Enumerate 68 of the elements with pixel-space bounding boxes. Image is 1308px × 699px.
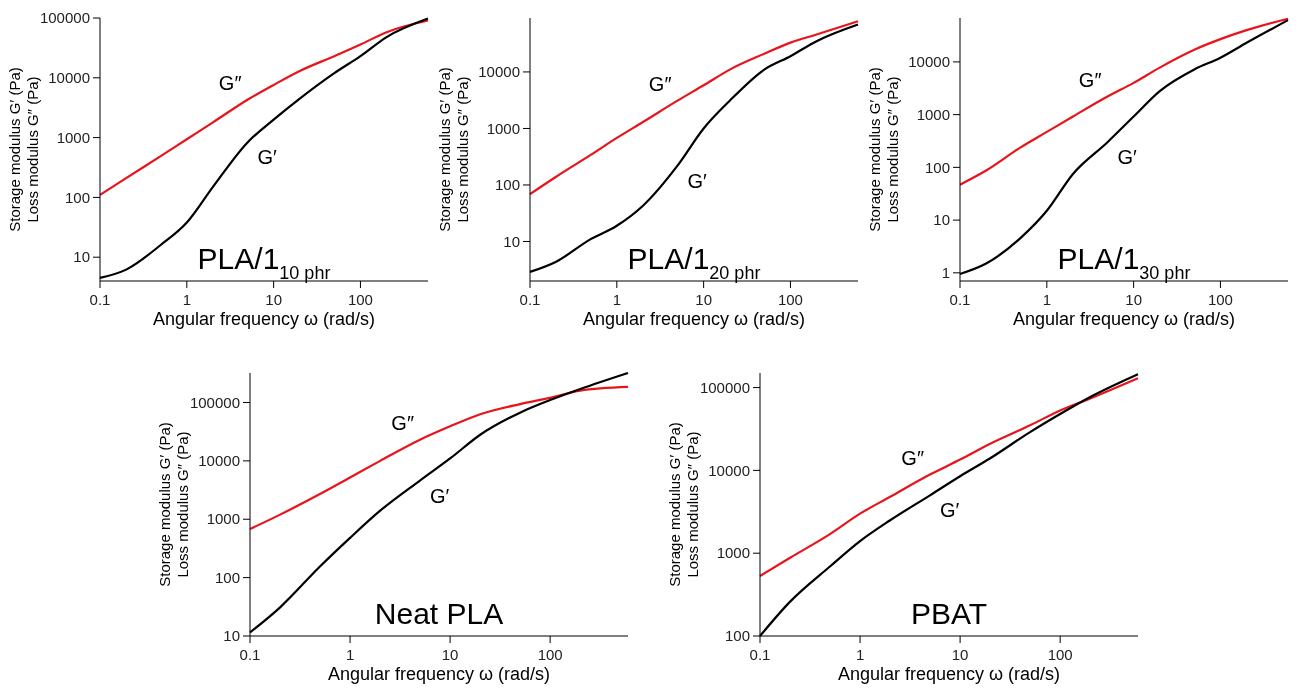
x-tick-label: 0.1 — [89, 291, 111, 308]
text: PBAT — [910, 597, 988, 630]
series-label: G″ — [1078, 68, 1102, 91]
series-label: G″ — [218, 71, 242, 94]
y-tick-label: 100000 — [699, 378, 750, 396]
x-tick-label: 10 — [951, 646, 969, 663]
x-tick-label: 1 — [182, 291, 191, 308]
series-label: G″ — [901, 446, 924, 469]
x-tick-label: 100 — [1047, 646, 1073, 663]
y-axis-title: Storage modulus G′ (Pa) Loss modulus G″ (Pa) — [666, 422, 701, 587]
y-axis-title: Storage modulus G′ (Pa) Loss modulus G″ (Pa) — [6, 67, 41, 232]
y-tick-label: 100000 — [39, 9, 90, 27]
y-tick-label: 10 — [223, 627, 240, 645]
y-tick-label: 100 — [214, 568, 240, 586]
text: Neat PLA — [374, 597, 504, 630]
x-tick-label: 10 — [265, 291, 282, 308]
x-tick-label: 1 — [612, 291, 621, 308]
y-tick-label: 1000 — [486, 119, 520, 137]
y-tick-label: 1 — [941, 264, 950, 282]
y-tick-label: 10000 — [478, 63, 520, 81]
y-tick-label: 100 — [724, 627, 750, 645]
y-tick-label: 10000 — [708, 461, 750, 479]
text: PLA/1$_{20 phr}$ — [627, 242, 761, 283]
x-axis-title: Angular frequency ω (rad/s) — [327, 664, 551, 684]
series-label: G′ — [257, 146, 278, 169]
y-tick-label: 10 — [503, 232, 520, 250]
y-tick-label: 1000 — [916, 105, 950, 123]
y-tick-label: 100 — [64, 188, 90, 206]
y-tick-label: 10 — [933, 211, 950, 229]
y-tick-label: 10000 — [198, 452, 240, 470]
y-tick-label: 1000 — [56, 128, 90, 146]
x-axis-title: Angular frequency ω (rad/s) — [152, 309, 376, 329]
y-tick-label: 10000 — [908, 53, 950, 71]
series-label: G′ — [429, 484, 450, 507]
y-tick-label: 1000 — [716, 544, 750, 562]
text: PLA/1$_{10 phr}$ — [197, 242, 331, 283]
x-tick-label: 10 — [695, 291, 712, 308]
x-tick-label: 100 — [347, 291, 373, 308]
x-tick-label: 10 — [1125, 291, 1142, 308]
y-tick-label: 1000 — [206, 510, 240, 528]
text: PLA/1$_{30 phr}$ — [1057, 242, 1191, 283]
x-tick-label: 1 — [855, 646, 865, 663]
x-axis-title: Angular frequency ω (rad/s) — [582, 309, 806, 329]
y-tick-label: 10 — [73, 248, 90, 266]
x-tick-label: 0.1 — [519, 291, 541, 308]
x-tick-label: 0.1 — [239, 646, 261, 663]
y-axis-title: Storage modulus G′ (Pa) Loss modulus G″ (Pa) — [156, 422, 191, 587]
y-tick-label: 10000 — [48, 69, 90, 87]
x-tick-label: 100 — [777, 291, 803, 308]
x-axis-title: Angular frequency ω (rad/s) — [837, 664, 1061, 684]
x-tick-label: 0.1 — [949, 291, 971, 308]
y-tick-label: 100000 — [189, 393, 240, 411]
series-label: G″ — [648, 72, 672, 95]
y-axis-title: Storage modulus G′ (Pa) Loss modulus G″ (Pa) — [436, 67, 471, 232]
series-label: G″ — [391, 411, 414, 434]
x-tick-label: 1 — [1042, 291, 1051, 308]
x-axis-title: Angular frequency ω (rad/s) — [1012, 309, 1236, 329]
x-tick-label: 0.1 — [749, 646, 771, 663]
y-tick-label: 100 — [924, 158, 950, 176]
series-label: G′ — [1117, 146, 1138, 169]
x-tick-label: 100 — [537, 646, 563, 663]
series-label: G′ — [939, 499, 960, 522]
y-axis-title: Storage modulus G′ (Pa) Loss modulus G″ (Pa) — [866, 67, 901, 232]
series-label: G′ — [687, 169, 708, 192]
x-tick-label: 1 — [345, 646, 355, 663]
x-tick-label: 100 — [1207, 291, 1233, 308]
x-tick-label: 10 — [441, 646, 459, 663]
y-tick-label: 100 — [494, 176, 520, 194]
